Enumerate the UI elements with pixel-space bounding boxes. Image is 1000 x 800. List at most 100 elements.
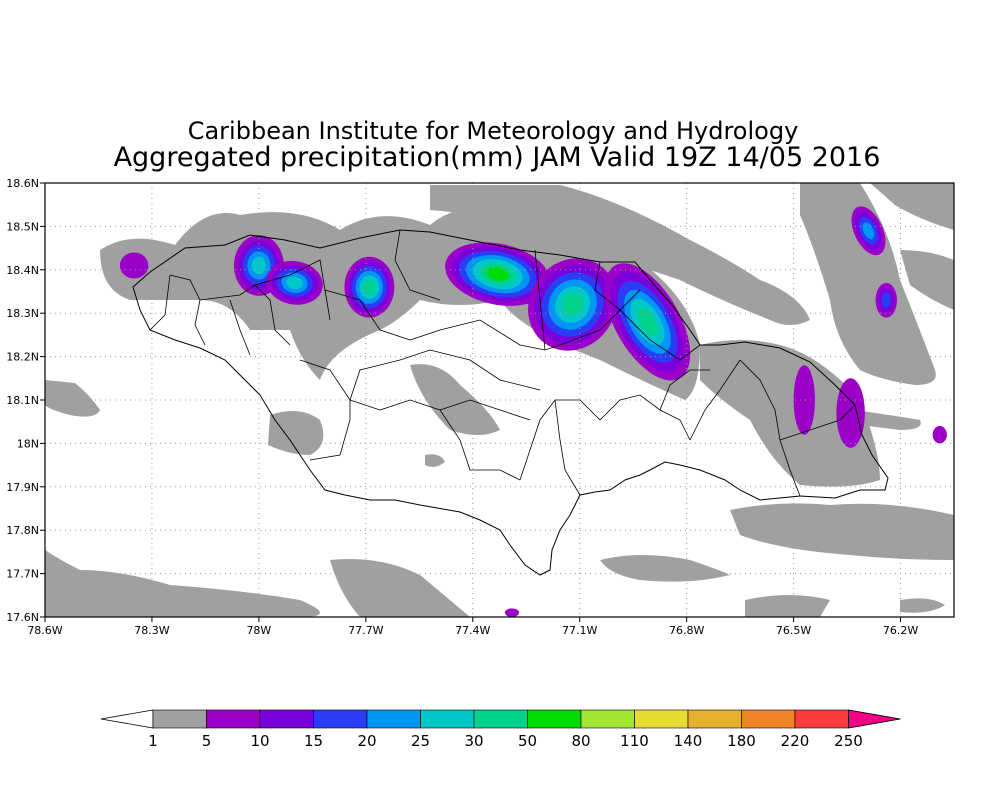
colorbar-label: 10 bbox=[250, 732, 269, 750]
colorbar-swatch bbox=[366, 709, 421, 729]
light-precip-band-southeast2 bbox=[745, 595, 830, 617]
parish-boundary-interior5 bbox=[594, 261, 621, 311]
precip-cell bbox=[119, 252, 149, 279]
x-tick-label: 76.2W bbox=[883, 624, 918, 637]
y-tick-label: 17.6N bbox=[6, 611, 39, 624]
plot-area bbox=[45, 183, 954, 617]
y-tick-label: 17.9N bbox=[6, 481, 39, 494]
parish-boundary-interior bbox=[349, 349, 541, 401]
colorbar-label: 140 bbox=[674, 732, 703, 750]
light-precip-band-southeast3 bbox=[900, 598, 945, 613]
precip-cell bbox=[504, 608, 520, 617]
precip-cell bbox=[604, 263, 691, 381]
colorbar-swatch bbox=[152, 709, 207, 729]
y-tick-label: 18.3N bbox=[6, 307, 39, 320]
colorbar: 1 5 10 15 20 25 30 50 80 110 140 180 220 250 bbox=[100, 709, 901, 750]
x-tick-label: 78W bbox=[246, 624, 271, 637]
y-tick-label: 17.8N bbox=[6, 524, 39, 537]
precip-contour bbox=[881, 292, 892, 308]
parish-boundary-stmary bbox=[559, 289, 641, 346]
colorbar-over-triangle bbox=[848, 709, 901, 729]
y-tick-label: 18.1N bbox=[6, 394, 39, 407]
precip-cell bbox=[851, 206, 886, 256]
parish-boundary-interior4 bbox=[394, 229, 441, 301]
y-tick-label: 18N bbox=[17, 437, 39, 450]
precip-cell bbox=[875, 282, 897, 318]
parish-boundary-portland bbox=[739, 359, 801, 497]
precip-contour bbox=[251, 256, 267, 275]
x-tick-label: 78.6W bbox=[27, 624, 62, 637]
light-precip-band-south3 bbox=[600, 555, 730, 582]
parish-boundary-interior2 bbox=[439, 399, 531, 421]
y-tick-label: 18.5N bbox=[6, 220, 39, 233]
precip-cell bbox=[266, 260, 323, 305]
parish-boundary-west2 bbox=[199, 284, 291, 346]
parish-boundary-trelawny bbox=[409, 319, 561, 351]
parish-boundary-interior7 bbox=[149, 274, 171, 331]
colorbar-swatch bbox=[420, 709, 475, 729]
colorbar-label: 30 bbox=[464, 732, 483, 750]
x-tick-label: 78.3W bbox=[134, 624, 169, 637]
light-precip-band-northeast-streak bbox=[430, 185, 810, 325]
colorbar-label: 25 bbox=[411, 732, 430, 750]
precip-contour bbox=[119, 252, 149, 279]
x-tick-label: 76.8W bbox=[669, 624, 704, 637]
chart-subtitle: Aggregated precipitation(mm) JAM Valid 1… bbox=[114, 142, 881, 173]
colorbar-swatch bbox=[313, 709, 368, 729]
light-precip-band-southwest bbox=[268, 411, 324, 455]
y-tick-label: 17.7N bbox=[6, 568, 39, 581]
colorbar-label: 15 bbox=[304, 732, 323, 750]
precip-contour bbox=[363, 279, 376, 295]
light-precip-band-east3 bbox=[855, 410, 921, 430]
parish-boundary-interior3 bbox=[659, 369, 710, 411]
y-axis: 17.6N 17.7N 17.8N 17.9N 18N 18.1N 18.2N 18.3N 18… bbox=[6, 177, 45, 624]
jamaica-coastline bbox=[132, 229, 889, 576]
parish-boundary-standrew bbox=[689, 359, 741, 441]
y-tick-label: 18.6N bbox=[6, 177, 39, 190]
precip-contour bbox=[793, 365, 815, 435]
light-precip-band-ne bbox=[800, 183, 936, 385]
precip-contour bbox=[561, 293, 584, 316]
colorbar-swatch bbox=[206, 709, 261, 729]
colorbar-swatch bbox=[794, 709, 849, 729]
x-tick-label: 77.1W bbox=[562, 624, 597, 637]
light-precip-band-islet bbox=[425, 454, 445, 467]
colorbar-swatch bbox=[741, 709, 796, 729]
colorbar-label: 180 bbox=[727, 732, 756, 750]
colorbar-label: 80 bbox=[571, 732, 590, 750]
colorbar-swatch bbox=[634, 709, 689, 729]
precip-contour bbox=[504, 608, 520, 617]
colorbar-swatch bbox=[473, 709, 528, 729]
light-precip-band-southeast bbox=[730, 503, 954, 560]
x-axis: 78.6W 78.3W 78W 77.7W 77.4W 77.1W 76.8W 76.5W 76… bbox=[27, 617, 918, 637]
parish-boundary-stthomas bbox=[779, 404, 856, 441]
colorbar-swatch bbox=[580, 709, 635, 729]
parish-boundary-hanover bbox=[254, 259, 331, 321]
precip-cells-layer bbox=[119, 206, 947, 617]
parish-boundary-interior6 bbox=[229, 299, 251, 356]
colorbar-under-triangle bbox=[100, 709, 154, 729]
colorbar-swatch bbox=[259, 709, 314, 729]
precip-contour bbox=[932, 426, 947, 444]
light-precip-band-ne-edge bbox=[870, 183, 954, 230]
x-tick-label: 76.5W bbox=[776, 624, 811, 637]
y-tick-label: 18.2N bbox=[6, 351, 39, 364]
precip-cell bbox=[528, 258, 618, 351]
light-precip-band-south bbox=[45, 550, 320, 617]
light-precip-band-west bbox=[45, 380, 100, 417]
x-tick-label: 77.7W bbox=[348, 624, 383, 637]
precip-cell bbox=[793, 365, 815, 435]
colorbar-label: 5 bbox=[202, 732, 212, 750]
light-precip-layer bbox=[45, 183, 954, 617]
precip-contour bbox=[836, 378, 865, 448]
parish-boundary-clarendon bbox=[519, 399, 601, 481]
y-tick-label: 18.4N bbox=[6, 264, 39, 277]
parish-boundary-stmary2 bbox=[619, 309, 701, 361]
colorbar-label: 250 bbox=[834, 732, 863, 750]
colorbar-label: 110 bbox=[620, 732, 649, 750]
colorbar-label: 50 bbox=[518, 732, 537, 750]
precip-cell bbox=[932, 426, 947, 444]
parish-boundaries bbox=[149, 229, 856, 497]
chart-title: Caribbean Institute for Meteorology and … bbox=[188, 117, 799, 145]
